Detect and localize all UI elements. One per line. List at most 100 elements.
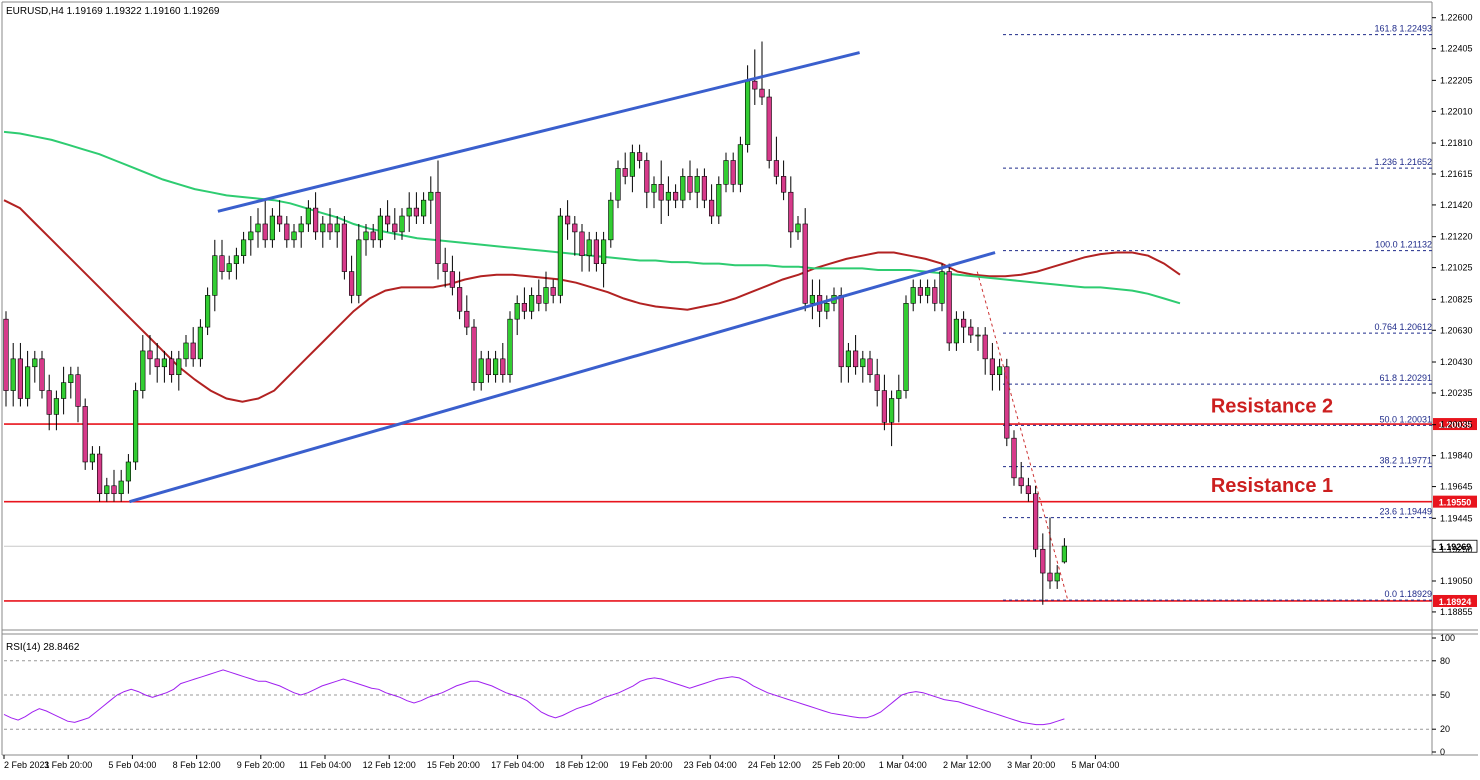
candle-body [903, 303, 909, 391]
candle-body [442, 263, 448, 272]
chart-title: EURUSD,H4 1.19169 1.19322 1.19160 1.1926… [6, 6, 220, 17]
candle-body [960, 318, 967, 328]
candle-body [75, 374, 81, 407]
candle-body [1011, 437, 1017, 479]
moving-average-green-line [3, 130, 1181, 305]
candle-body [190, 342, 196, 360]
price-tick-label: 1.21615 [1440, 169, 1473, 179]
price-tick-label: 1.18855 [1440, 607, 1473, 617]
candle-body [492, 358, 499, 376]
candle-body [968, 326, 974, 336]
candle-body [680, 176, 686, 201]
candle-body [449, 271, 456, 288]
candle-body [975, 334, 981, 337]
candle-body [982, 334, 988, 360]
candle-body [435, 191, 441, 264]
price-tick-label: 1.21025 [1440, 263, 1473, 273]
candle-body [874, 374, 880, 391]
candle-body [133, 390, 139, 463]
price-tick-label: 1.19840 [1440, 451, 1473, 461]
candle-body [795, 223, 801, 233]
time-tick-label: 5 Mar 04:00 [1071, 760, 1119, 770]
fib-label-61-8: 61.8 1.20291 [1379, 373, 1432, 383]
candle-body [478, 358, 484, 383]
candle-body [1025, 485, 1031, 495]
candle-body [514, 303, 520, 320]
candle-body [276, 215, 283, 225]
rsi-tick-label: 100 [1440, 633, 1455, 643]
candle-body [392, 223, 398, 233]
rsi-title: RSI(14) 28.8462 [6, 642, 80, 653]
resistance-1-line-price-tag [1433, 495, 1477, 508]
time-tick-label: 12 Feb 12:00 [363, 760, 416, 770]
price-tick-label: 1.21220 [1440, 232, 1473, 242]
current-price-label: 1.19269 [1439, 542, 1472, 552]
candle-body [104, 485, 110, 495]
lower-channel-line [129, 251, 996, 504]
candle-body [939, 271, 945, 304]
candle-body [161, 358, 168, 368]
candle-body [953, 318, 959, 344]
candle-body [773, 160, 779, 177]
candle-body [838, 295, 844, 368]
rsi-tick-label: 50 [1440, 690, 1450, 700]
candle-body [1018, 477, 1024, 487]
candle-body [24, 366, 31, 399]
resistance-1-line-price-label: 1.19550 [1439, 498, 1472, 508]
candle-body [572, 223, 578, 233]
candle-body [384, 215, 391, 225]
rsi-panel: 100 80 50 20 0 [3, 633, 1455, 757]
fibonacci-layer: 161.8 1.22493 1.236 1.21652 100.0 1.21132 0… [1003, 24, 1432, 601]
price-tick-label: 1.19250 [1440, 544, 1473, 554]
candle-body [564, 215, 571, 225]
candle-body [97, 453, 103, 495]
candle-body [291, 231, 297, 241]
resistance-2-line-price-tag [1433, 418, 1477, 431]
candle-body [672, 191, 679, 201]
time-tick-label: 18 Feb 12:00 [555, 760, 608, 770]
candle-body [593, 239, 599, 264]
candle-body [917, 287, 923, 296]
candle-body [744, 80, 751, 145]
fib-label-0-764: 0.764 1.20612 [1374, 322, 1432, 332]
candle-body [507, 318, 513, 376]
resistance-2-line-price-label: 1.20039 [1439, 420, 1472, 430]
candle-body [377, 215, 384, 241]
candle-body [348, 271, 355, 296]
candle-body [248, 231, 254, 241]
candle-body [413, 207, 420, 217]
time-tick-label: 15 Feb 20:00 [427, 760, 480, 770]
resistance-1-label: Resistance 1 [1211, 475, 1333, 497]
candle-body [528, 295, 535, 312]
candle-body [536, 295, 542, 304]
candle-body [608, 199, 614, 241]
candle-body [320, 223, 326, 233]
candle-body [658, 184, 664, 201]
candle-body [888, 398, 895, 423]
price-tick-label: 1.22600 [1440, 13, 1473, 23]
candle-body [932, 287, 938, 304]
fib-label-38-2: 38.2 1.19771 [1379, 456, 1432, 466]
time-tick-label: 2 Mar 12:00 [943, 760, 991, 770]
price-tick-label: 1.19445 [1440, 513, 1473, 523]
candle-body [3, 318, 9, 391]
candle-body [298, 223, 304, 233]
candle-body [485, 358, 492, 376]
fib-label-161-8: 161.8 1.22493 [1374, 24, 1432, 34]
time-tick-label: 23 Feb 04:00 [684, 760, 737, 770]
candle-body [312, 207, 319, 233]
price-tick-label: 1.21420 [1440, 200, 1473, 210]
current-price-tag [1432, 539, 1478, 553]
candle-body [852, 350, 859, 368]
price-tick-label: 1.20430 [1440, 357, 1473, 367]
candle-body [860, 358, 866, 368]
candle-body [600, 239, 607, 264]
candle-body [766, 96, 772, 161]
candle-body [284, 223, 290, 241]
candle-body [226, 263, 232, 272]
horizontal-levels-layer: 1.20039 1.19550 1.18924 1.19269 Resistance 2… [4, 395, 1478, 607]
candle-body [205, 295, 211, 328]
candle-body [125, 461, 131, 482]
candle-body [456, 287, 463, 312]
